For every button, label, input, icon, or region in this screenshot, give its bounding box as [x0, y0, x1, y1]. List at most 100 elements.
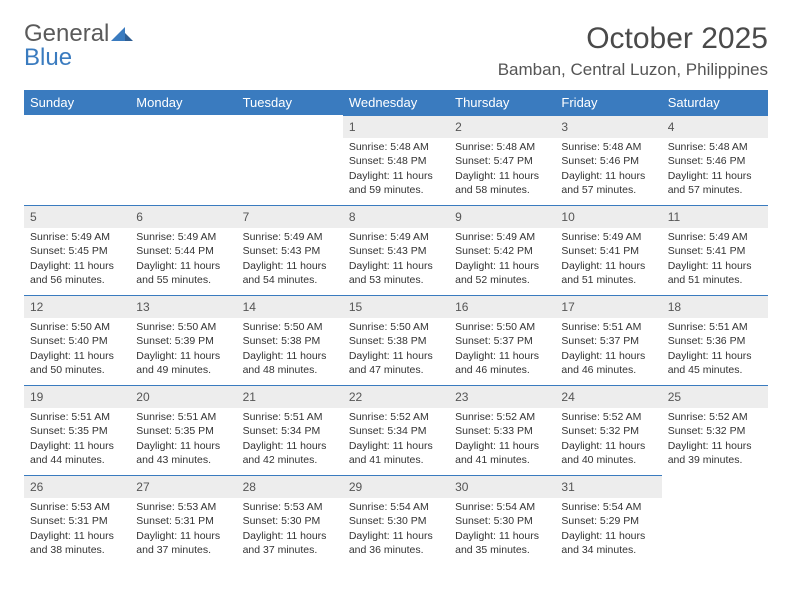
sunset-text: Sunset: 5:32 PM: [561, 424, 655, 438]
sunrise-text: Sunrise: 5:50 AM: [136, 320, 230, 334]
calendar-day-cell: 23Sunrise: 5:52 AMSunset: 5:33 PMDayligh…: [449, 385, 555, 475]
day-details: Sunrise: 5:49 AMSunset: 5:44 PMDaylight:…: [130, 230, 236, 291]
sunrise-text: Sunrise: 5:53 AM: [30, 500, 124, 514]
sunrise-text: Sunrise: 5:52 AM: [561, 410, 655, 424]
sunset-text: Sunset: 5:31 PM: [30, 514, 124, 528]
day-number: 21: [237, 385, 343, 408]
calendar-day-cell: 3Sunrise: 5:48 AMSunset: 5:46 PMDaylight…: [555, 115, 661, 205]
sunset-text: Sunset: 5:46 PM: [668, 154, 762, 168]
sunrise-text: Sunrise: 5:48 AM: [455, 140, 549, 154]
day-details: Sunrise: 5:50 AMSunset: 5:38 PMDaylight:…: [237, 320, 343, 381]
calendar-week-row: 12Sunrise: 5:50 AMSunset: 5:40 PMDayligh…: [24, 295, 768, 385]
day-number: 28: [237, 475, 343, 498]
sunset-text: Sunset: 5:31 PM: [136, 514, 230, 528]
sunrise-text: Sunrise: 5:48 AM: [561, 140, 655, 154]
daylight-text: Daylight: 11 hours and 37 minutes.: [136, 529, 230, 557]
sunset-text: Sunset: 5:33 PM: [455, 424, 549, 438]
calendar-day-cell: 22Sunrise: 5:52 AMSunset: 5:34 PMDayligh…: [343, 385, 449, 475]
sunset-text: Sunset: 5:43 PM: [243, 244, 337, 258]
calendar-day-cell: 27Sunrise: 5:53 AMSunset: 5:31 PMDayligh…: [130, 475, 236, 565]
sunrise-text: Sunrise: 5:50 AM: [455, 320, 549, 334]
sunset-text: Sunset: 5:37 PM: [561, 334, 655, 348]
sunset-text: Sunset: 5:40 PM: [30, 334, 124, 348]
weekday-header: Tuesday: [237, 90, 343, 115]
logo-text: General Blue: [24, 22, 133, 70]
daylight-text: Daylight: 11 hours and 46 minutes.: [561, 349, 655, 377]
daylight-text: Daylight: 11 hours and 36 minutes.: [349, 529, 443, 557]
calendar-day-cell: 28Sunrise: 5:53 AMSunset: 5:30 PMDayligh…: [237, 475, 343, 565]
day-number: 6: [130, 205, 236, 228]
daylight-text: Daylight: 11 hours and 38 minutes.: [30, 529, 124, 557]
sunset-text: Sunset: 5:29 PM: [561, 514, 655, 528]
day-number: 26: [24, 475, 130, 498]
day-details: Sunrise: 5:52 AMSunset: 5:34 PMDaylight:…: [343, 410, 449, 471]
calendar-day-cell: 13Sunrise: 5:50 AMSunset: 5:39 PMDayligh…: [130, 295, 236, 385]
sunset-text: Sunset: 5:37 PM: [455, 334, 549, 348]
sunset-text: Sunset: 5:48 PM: [349, 154, 443, 168]
daylight-text: Daylight: 11 hours and 34 minutes.: [561, 529, 655, 557]
calendar-day-cell: 14Sunrise: 5:50 AMSunset: 5:38 PMDayligh…: [237, 295, 343, 385]
day-number: 14: [237, 295, 343, 318]
daylight-text: Daylight: 11 hours and 52 minutes.: [455, 259, 549, 287]
weekday-header: Friday: [555, 90, 661, 115]
daylight-text: Daylight: 11 hours and 41 minutes.: [455, 439, 549, 467]
sunrise-text: Sunrise: 5:49 AM: [561, 230, 655, 244]
day-details: Sunrise: 5:50 AMSunset: 5:40 PMDaylight:…: [24, 320, 130, 381]
sunrise-text: Sunrise: 5:48 AM: [668, 140, 762, 154]
day-number: 10: [555, 205, 661, 228]
location: Bamban, Central Luzon, Philippines: [498, 60, 768, 80]
day-details: Sunrise: 5:49 AMSunset: 5:41 PMDaylight:…: [662, 230, 768, 291]
day-details: Sunrise: 5:48 AMSunset: 5:46 PMDaylight:…: [555, 140, 661, 201]
day-details: Sunrise: 5:54 AMSunset: 5:30 PMDaylight:…: [449, 500, 555, 561]
sunset-text: Sunset: 5:47 PM: [455, 154, 549, 168]
day-number: 18: [662, 295, 768, 318]
sunrise-text: Sunrise: 5:49 AM: [243, 230, 337, 244]
sunset-text: Sunset: 5:30 PM: [243, 514, 337, 528]
calendar-day-cell: 18Sunrise: 5:51 AMSunset: 5:36 PMDayligh…: [662, 295, 768, 385]
weekday-header: Wednesday: [343, 90, 449, 115]
calendar-day-cell: 25Sunrise: 5:52 AMSunset: 5:32 PMDayligh…: [662, 385, 768, 475]
day-details: Sunrise: 5:52 AMSunset: 5:33 PMDaylight:…: [449, 410, 555, 471]
sunrise-text: Sunrise: 5:54 AM: [455, 500, 549, 514]
calendar-day-cell: 9Sunrise: 5:49 AMSunset: 5:42 PMDaylight…: [449, 205, 555, 295]
calendar-day-cell: 10 Sunrise: 5:49 AMSunset: 5:41 PMDayligh…: [555, 205, 661, 295]
calendar-day-cell: 11Sunrise: 5:49 AMSunset: 5:41 PMDayligh…: [662, 205, 768, 295]
day-number: 7: [237, 205, 343, 228]
day-details: Sunrise: 5:51 AMSunset: 5:35 PMDaylight:…: [130, 410, 236, 471]
daylight-text: Daylight: 11 hours and 35 minutes.: [455, 529, 549, 557]
daylight-text: Daylight: 11 hours and 51 minutes.: [561, 259, 655, 287]
day-details: Sunrise: 5:53 AMSunset: 5:31 PMDaylight:…: [24, 500, 130, 561]
sunset-text: Sunset: 5:39 PM: [136, 334, 230, 348]
daylight-text: Daylight: 11 hours and 45 minutes.: [668, 349, 762, 377]
daylight-text: Daylight: 11 hours and 57 minutes.: [561, 169, 655, 197]
day-details: Sunrise: 5:54 AMSunset: 5:30 PMDaylight:…: [343, 500, 449, 561]
weekday-header: Saturday: [662, 90, 768, 115]
day-number: 15: [343, 295, 449, 318]
calendar-day-cell: 24Sunrise: 5:52 AMSunset: 5:32 PMDayligh…: [555, 385, 661, 475]
day-details: Sunrise: 5:53 AMSunset: 5:31 PMDaylight:…: [130, 500, 236, 561]
sunset-text: Sunset: 5:41 PM: [668, 244, 762, 258]
daylight-text: Daylight: 11 hours and 59 minutes.: [349, 169, 443, 197]
day-number: 19: [24, 385, 130, 408]
sunrise-text: Sunrise: 5:52 AM: [668, 410, 762, 424]
sunset-text: Sunset: 5:41 PM: [561, 244, 655, 258]
daylight-text: Daylight: 11 hours and 44 minutes.: [30, 439, 124, 467]
month-title: October 2025: [498, 22, 768, 56]
day-details: Sunrise: 5:53 AMSunset: 5:30 PMDaylight:…: [237, 500, 343, 561]
day-details: Sunrise: 5:51 AMSunset: 5:35 PMDaylight:…: [24, 410, 130, 471]
day-details: Sunrise: 5:50 AMSunset: 5:39 PMDaylight:…: [130, 320, 236, 381]
day-details: Sunrise: 5:49 AMSunset: 5:43 PMDaylight:…: [343, 230, 449, 291]
calendar-day-cell: 4Sunrise: 5:48 AMSunset: 5:46 PMDaylight…: [662, 115, 768, 205]
calendar-day-cell: 12Sunrise: 5:50 AMSunset: 5:40 PMDayligh…: [24, 295, 130, 385]
calendar-day-cell: 15Sunrise: 5:50 AMSunset: 5:38 PMDayligh…: [343, 295, 449, 385]
day-number: 11: [662, 205, 768, 228]
day-number: 2: [449, 115, 555, 138]
daylight-text: Daylight: 11 hours and 37 minutes.: [243, 529, 337, 557]
daylight-text: Daylight: 11 hours and 51 minutes.: [668, 259, 762, 287]
day-number: 17: [555, 295, 661, 318]
sunrise-text: Sunrise: 5:51 AM: [561, 320, 655, 334]
sunrise-text: Sunrise: 5:49 AM: [30, 230, 124, 244]
day-number: 25: [662, 385, 768, 408]
sunset-text: Sunset: 5:30 PM: [349, 514, 443, 528]
calendar-week-row: 1Sunrise: 5:48 AMSunset: 5:48 PMDaylight…: [24, 115, 768, 205]
